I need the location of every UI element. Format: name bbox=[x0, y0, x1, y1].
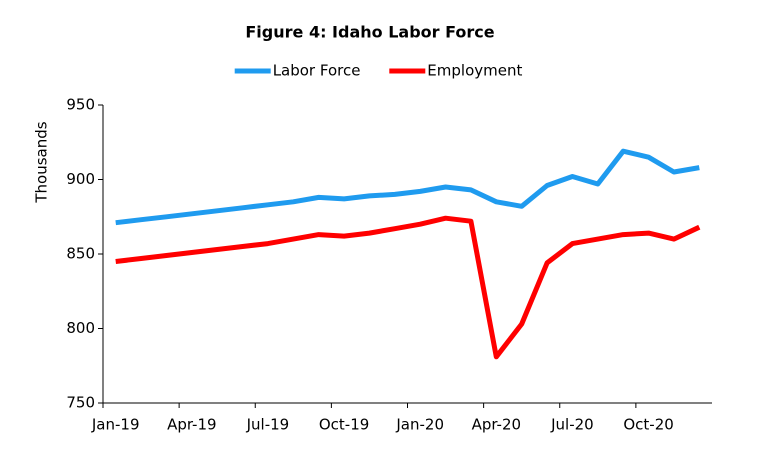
y-tick-label: 750 bbox=[66, 394, 95, 412]
x-tick-label: Jul-19 bbox=[246, 416, 290, 434]
legend-label: Labor Force bbox=[273, 62, 361, 80]
chart-title: Figure 4: Idaho Labor Force bbox=[245, 23, 494, 42]
y-tick-label: 800 bbox=[66, 319, 95, 337]
x-tick-label: Oct-19 bbox=[319, 416, 369, 434]
y-tick-label: 950 bbox=[66, 96, 95, 114]
x-tick-label: Apr-19 bbox=[167, 416, 217, 434]
y-tick-label: 850 bbox=[66, 245, 95, 263]
legend-label: Employment bbox=[427, 62, 522, 80]
x-tick-label: Apr-20 bbox=[472, 416, 522, 434]
series-line bbox=[115, 148, 700, 226]
x-tick-label: Jan-19 bbox=[91, 416, 140, 434]
x-tick-label: Oct-20 bbox=[623, 416, 673, 434]
y-tick-label: 900 bbox=[66, 170, 95, 188]
x-tick-label: Jan-20 bbox=[395, 416, 444, 434]
x-tick-label: Jul-20 bbox=[550, 416, 594, 434]
series-line bbox=[115, 215, 701, 360]
y-axis-label: Thousands bbox=[33, 121, 51, 203]
